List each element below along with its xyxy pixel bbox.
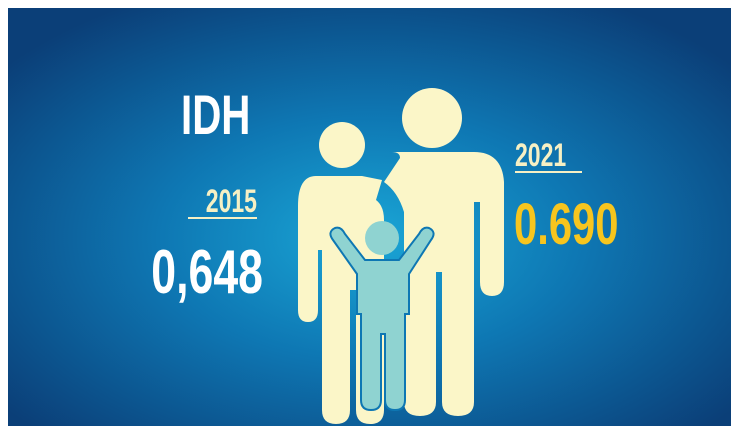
right-year: 2021 bbox=[515, 137, 566, 173]
left-year: 2015 bbox=[206, 183, 257, 219]
family-icon bbox=[298, 88, 504, 424]
right-value: 0.690 bbox=[514, 191, 618, 256]
left-value: 0,648 bbox=[151, 238, 263, 307]
title: IDH bbox=[181, 85, 250, 147]
